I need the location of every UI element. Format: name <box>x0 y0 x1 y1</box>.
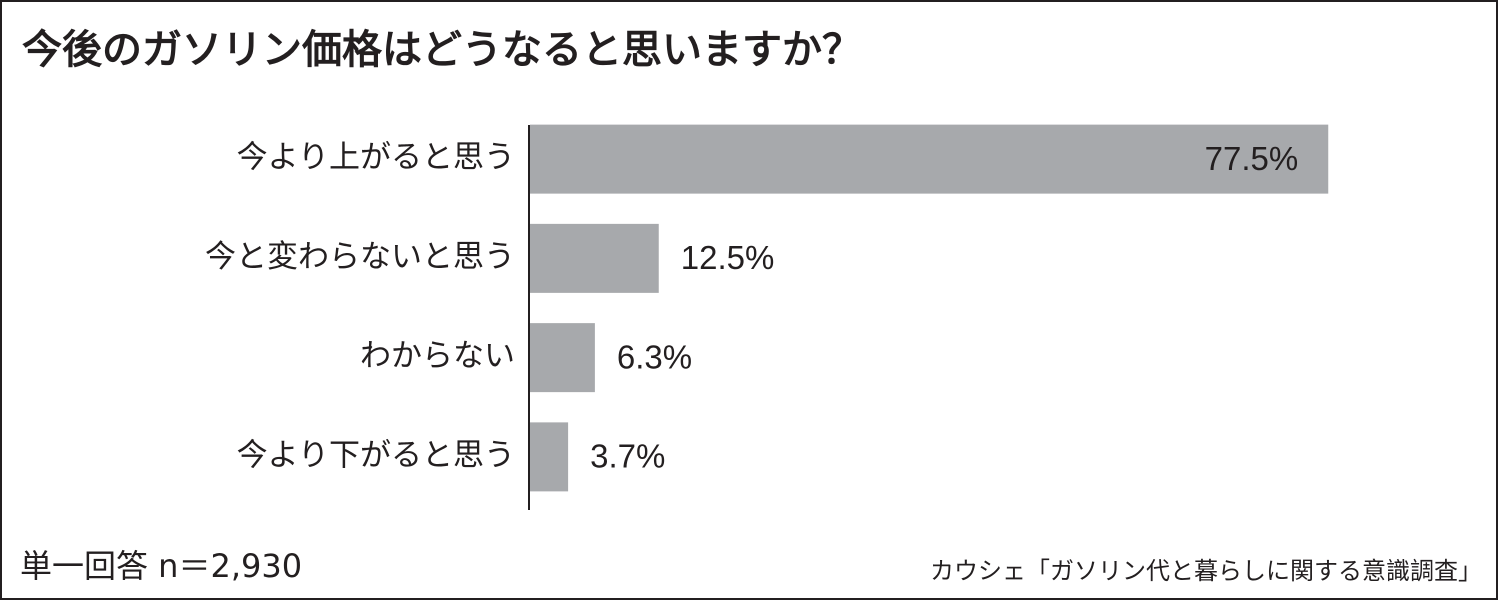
chart-title: 今後のガソリン価格はどうなると思いますか？ <box>22 27 862 73</box>
sample-note: 単一回答 n＝2,930 <box>20 547 302 585</box>
bar <box>530 422 569 492</box>
source: カウシェ「ガソリン代と暮らしに関する意識調査」 <box>930 557 1482 585</box>
bar <box>530 124 1329 194</box>
value-label: 3.7% <box>590 438 665 475</box>
category-label: 今より下がると思う <box>237 437 515 473</box>
value-label: 6.3% <box>617 338 692 375</box>
value-label: 77.5% <box>1205 140 1299 177</box>
bar <box>530 323 595 393</box>
category-label: 今と変わらないと思う <box>205 239 515 275</box>
category-label: わからない <box>360 338 515 374</box>
bar <box>530 223 659 293</box>
category-label: 今より上がると思う <box>237 140 515 176</box>
value-label: 12.5% <box>681 239 775 276</box>
